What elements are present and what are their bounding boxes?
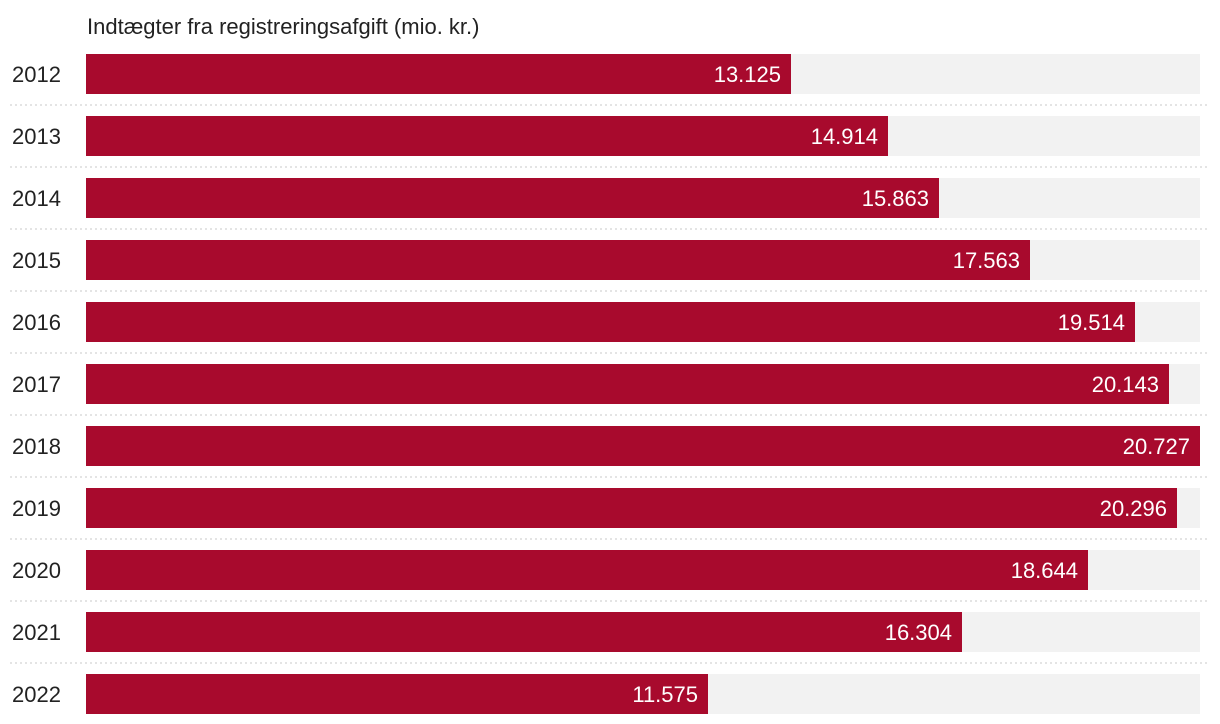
- category-label-2016: 2016: [12, 310, 61, 335]
- bar-2016: [86, 302, 1135, 342]
- category-label-2020: 2020: [12, 558, 61, 583]
- value-label-2017: 20.143: [1092, 372, 1159, 397]
- bar-2015: [86, 240, 1030, 280]
- bar-2022: [86, 674, 708, 714]
- value-label-2021: 16.304: [885, 620, 952, 645]
- category-label-2022: 2022: [12, 682, 61, 707]
- category-label-2015: 2015: [12, 248, 61, 273]
- bar-2020: [86, 550, 1088, 590]
- value-label-2018: 20.727: [1123, 434, 1190, 459]
- bar-2013: [86, 116, 888, 156]
- bar-2017: [86, 364, 1169, 404]
- bar-2012: [86, 54, 791, 94]
- bar-2014: [86, 178, 939, 218]
- category-label-2013: 2013: [12, 124, 61, 149]
- value-label-2015: 17.563: [953, 248, 1020, 273]
- value-label-2019: 20.296: [1100, 496, 1167, 521]
- value-label-2013: 14.914: [811, 124, 878, 149]
- chart-title: Indtægter fra registreringsafgift (mio. …: [87, 14, 480, 39]
- bar-2019: [86, 488, 1177, 528]
- value-label-2014: 15.863: [862, 186, 929, 211]
- category-label-2014: 2014: [12, 186, 61, 211]
- bar-2018: [86, 426, 1200, 466]
- category-label-2018: 2018: [12, 434, 61, 459]
- category-label-2012: 2012: [12, 62, 61, 87]
- value-label-2020: 18.644: [1011, 558, 1078, 583]
- value-label-2016: 19.514: [1058, 310, 1125, 335]
- category-label-2017: 2017: [12, 372, 61, 397]
- value-label-2022: 11.575: [632, 682, 698, 707]
- value-label-2012: 13.125: [714, 62, 781, 87]
- category-label-2021: 2021: [12, 620, 61, 645]
- category-label-2019: 2019: [12, 496, 61, 521]
- bar-2021: [86, 612, 962, 652]
